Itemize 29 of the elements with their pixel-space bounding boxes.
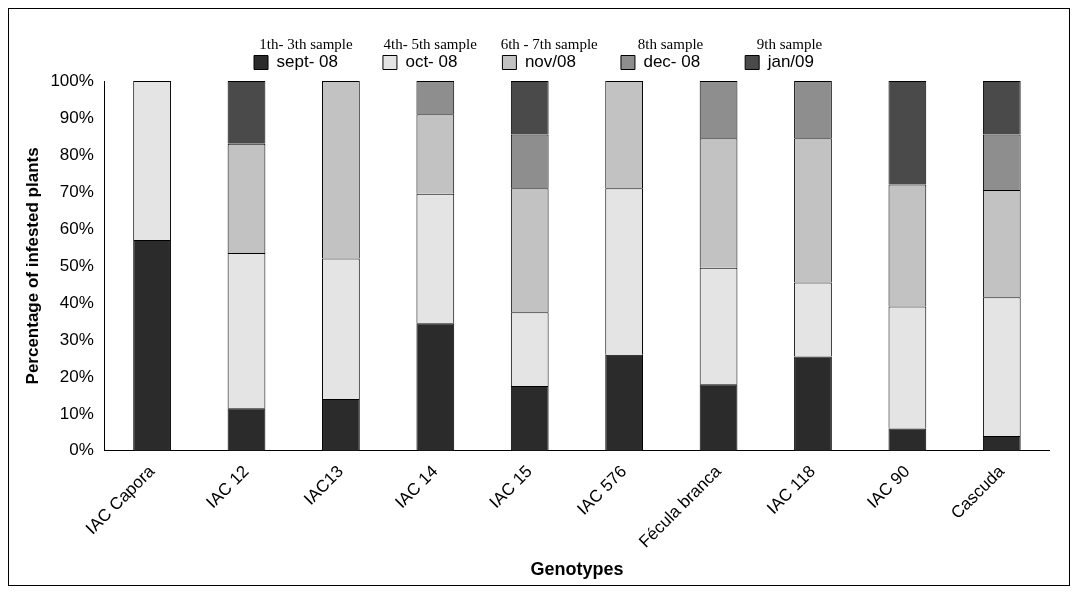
y-tick-label: 30%: [59, 329, 94, 349]
y-tick-label: 90%: [59, 107, 94, 127]
y-tick-label: 40%: [59, 292, 94, 312]
y-tick-label: 60%: [59, 218, 94, 238]
y-tick-label: 70%: [59, 181, 94, 201]
x-tick-label: IAC 12: [202, 461, 253, 512]
x-tick-label: IAC 576: [573, 461, 631, 519]
y-tick-label: 0%: [69, 440, 94, 460]
text: 4th- 5th sample: [383, 36, 478, 53]
legend-label: oct- 08: [405, 52, 458, 72]
x-tick-label: IAC 14: [391, 461, 442, 512]
text: 9th sample: [756, 36, 823, 53]
text: 6th - 7th sample: [500, 36, 599, 53]
x-tick-label: IAC 118: [763, 461, 820, 518]
legend-label: dec- 08: [643, 52, 701, 72]
x-tick-label: IAC 15: [485, 461, 536, 512]
y-tick-label: 50%: [59, 255, 94, 275]
y-tick-label: 100%: [50, 70, 94, 90]
x-tick-label: IAC 90: [863, 461, 914, 512]
text: 1th- 3th sample: [259, 36, 353, 53]
y-tick-label: 80%: [59, 144, 94, 164]
y-tick-label: 20%: [59, 366, 94, 386]
text: 8th sample: [637, 36, 704, 53]
legend-label: nov/08: [524, 52, 576, 72]
legend-label: sept- 08: [276, 52, 338, 72]
y-tick-label: 10%: [59, 403, 94, 423]
x-axis-title: Genotypes: [530, 559, 624, 580]
y-axis-title: Percentage of infested plants: [22, 147, 42, 385]
legend-label: jan/09: [766, 52, 814, 72]
